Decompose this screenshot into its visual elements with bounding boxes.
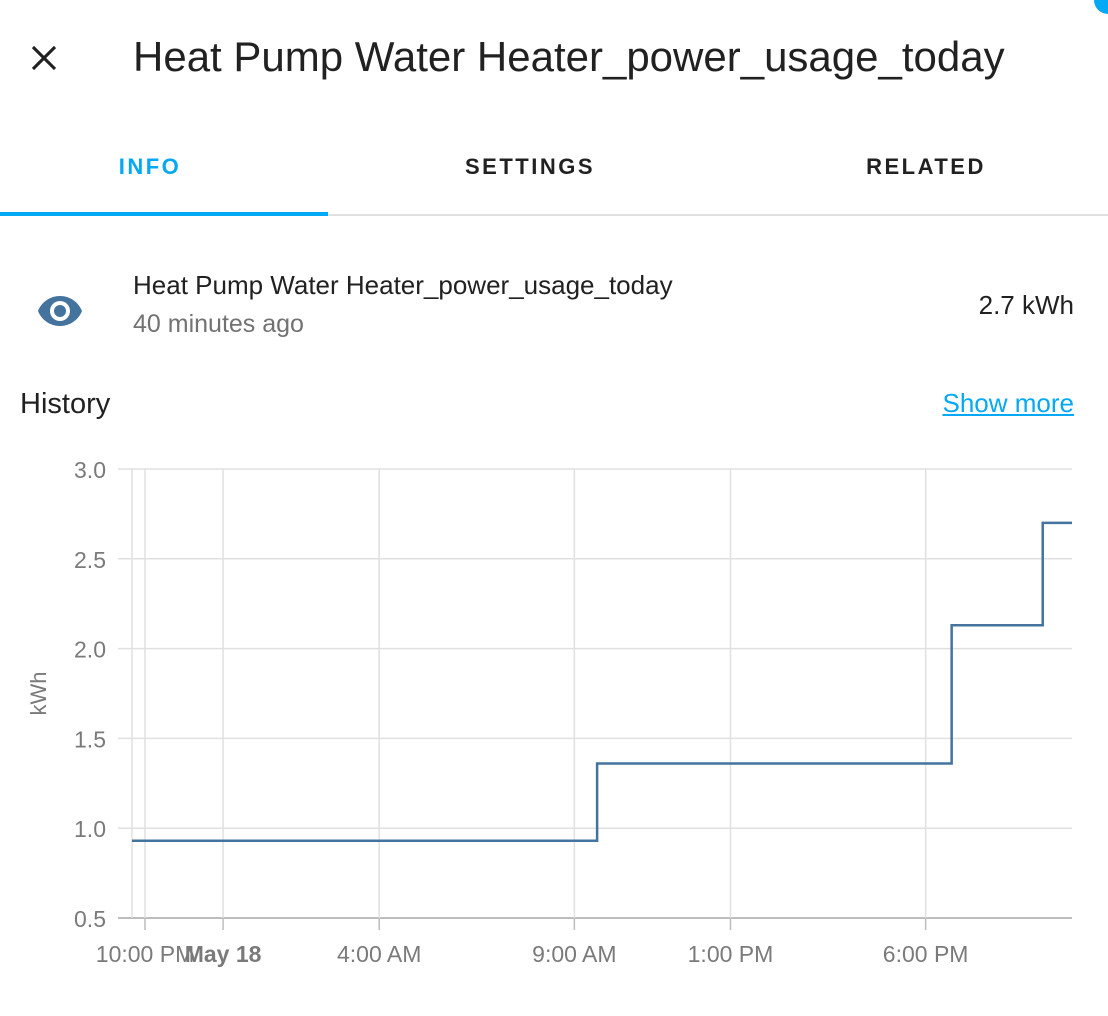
dialog-header: Heat Pump Water Heater_power_usage_today [0, 0, 1108, 115]
close-button[interactable] [22, 36, 66, 80]
y-tick-label: 0.5 [74, 906, 106, 932]
y-tick-label: 1.5 [74, 726, 106, 752]
history-title: History [20, 388, 111, 420]
tab-info[interactable]: INFO [118, 154, 182, 179]
x-tick-label: 6:00 PM [883, 941, 969, 967]
y-tick-label: 1.0 [74, 816, 106, 842]
eye-icon [38, 296, 82, 326]
entity-row[interactable]: Heat Pump Water Heater_power_usage_today… [0, 258, 1108, 348]
y-tick-label: 2.0 [74, 637, 106, 663]
tab-bar: INFO SETTINGS RELATED [0, 120, 1108, 216]
dialog-title: Heat Pump Water Heater_power_usage_today [133, 33, 1005, 80]
x-tick-label: 4:00 AM [337, 941, 421, 967]
tab-related[interactable]: RELATED [866, 154, 986, 179]
x-tick-label: May 18 [185, 941, 262, 967]
series-line [132, 521, 1072, 843]
entity-last-changed: 40 minutes ago [133, 310, 304, 338]
active-tab-indicator [0, 212, 328, 216]
entity-state: 2.7 kWh [978, 290, 1074, 320]
x-tick-label: 9:00 AM [532, 941, 616, 967]
tab-settings[interactable]: SETTINGS [464, 154, 595, 179]
x-tick-label: 1:00 PM [688, 941, 774, 967]
y-axis-label: kWh [26, 672, 51, 716]
x-tick-label: 10:00 PM [96, 941, 194, 967]
entity-name: Heat Pump Water Heater_power_usage_today [133, 270, 673, 300]
show-more-link[interactable]: Show more [942, 388, 1075, 418]
y-tick-label: 3.0 [74, 457, 106, 483]
y-tick-label: 2.5 [74, 547, 106, 573]
close-icon [31, 45, 57, 71]
